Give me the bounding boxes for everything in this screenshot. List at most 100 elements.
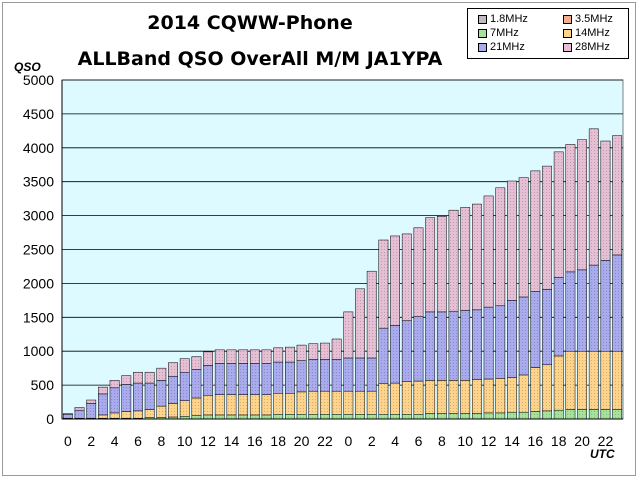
bar-segment-texture (367, 414, 377, 419)
y-tick-label: 3000 (23, 208, 54, 224)
bar-segment-texture (332, 338, 342, 360)
bar-segment-texture (355, 391, 365, 415)
bar-segment-texture (565, 409, 576, 419)
bar-segment-texture (507, 377, 517, 413)
bar-segment-texture (121, 375, 131, 385)
legend-swatch (478, 15, 487, 24)
bar-segment-texture (261, 414, 272, 419)
bar-segment-texture (495, 412, 505, 419)
legend-label: 1.8MHz (490, 13, 528, 25)
bar-segment-texture (191, 415, 202, 419)
bar-segment-texture (273, 393, 283, 415)
bar-segment-texture (542, 289, 552, 365)
bar-segment-texture (542, 410, 552, 419)
bar-segment-texture (437, 216, 447, 312)
legend-swatch (478, 43, 487, 52)
bar-segment-texture (156, 406, 166, 418)
bar-segment-texture (296, 414, 307, 419)
bar-segment-texture (168, 362, 178, 377)
bar-segment-texture (226, 414, 237, 419)
bar-segment-texture (589, 409, 599, 419)
chart-legend: 1.8MHz 3.5MHz 7MHz 14MHz 21MHz 28MHz (467, 8, 629, 59)
bar-segment-texture (191, 397, 202, 416)
x-tick-label: 10 (177, 433, 193, 449)
bar-segment-texture (519, 374, 529, 413)
x-tick-label: 6 (134, 433, 142, 449)
bar-segment-texture (285, 414, 295, 419)
legend-swatch (563, 43, 572, 52)
bar-segment-texture (483, 378, 494, 413)
bar-segment-texture (180, 358, 190, 373)
bar-segment-texture (63, 413, 73, 415)
bar-segment-texture (320, 343, 330, 360)
bar-segment-texture (168, 416, 178, 419)
bar-segment-texture (472, 413, 482, 419)
bar-segment-texture (203, 395, 213, 415)
x-tick-label: 22 (598, 433, 614, 449)
bar-segment-texture (460, 380, 470, 414)
bar-segment-texture (261, 394, 272, 415)
x-tick-label: 18 (270, 433, 286, 449)
bar-segment-texture (565, 271, 576, 352)
bar-segment-texture (133, 383, 143, 411)
y-tick-label: 5000 (23, 72, 54, 88)
bar-segment-texture (378, 328, 389, 384)
x-tick-label: 0 (64, 433, 72, 449)
bar-segment-texture (296, 391, 307, 415)
bar-segment-texture (273, 347, 283, 363)
bar-segment-texture (145, 409, 155, 418)
bar-segment-texture (472, 309, 482, 380)
chart-title-line2: ALLBand QSO OverAll M/M JA1YPA (77, 48, 443, 70)
bar-segment-texture (308, 391, 318, 415)
bar-segment-texture (145, 383, 155, 410)
bar-segment-texture (332, 359, 342, 392)
bar-segment-texture (530, 411, 540, 419)
bar-segment-texture (437, 380, 447, 414)
bar-segment-texture (98, 393, 108, 415)
bar-segment-texture (413, 414, 424, 419)
bar-segment-texture (495, 305, 505, 379)
bar-segment-texture (191, 369, 202, 398)
bar-segment-texture (577, 351, 587, 410)
bar-segment-texture (156, 368, 166, 381)
bar-segment-texture (367, 357, 377, 392)
legend-label: 14MHz (575, 27, 610, 39)
bar-segment-texture (600, 260, 611, 352)
bar-segment-texture (460, 207, 470, 311)
bar-segment-texture (121, 411, 131, 419)
bar-segment-texture (98, 414, 108, 419)
bar-segment-texture (390, 383, 400, 415)
bar-segment-texture (215, 414, 225, 419)
x-tick-label: 2 (368, 433, 376, 449)
y-tick-label: 0 (46, 411, 54, 427)
y-tick-label: 500 (31, 377, 55, 393)
x-tick-label: 6 (415, 433, 423, 449)
x-tick-label: 20 (574, 433, 590, 449)
bar-segment-texture (565, 144, 576, 272)
bar-segment-texture (413, 227, 424, 317)
bar-segment-texture (530, 291, 540, 368)
bar-segment-texture (226, 394, 237, 415)
legend-label: 3.5MHz (575, 13, 613, 25)
bar-segment-texture (180, 400, 190, 417)
bar-segment-texture (425, 217, 435, 312)
bar-segment-texture (589, 265, 599, 352)
bar-segment-texture (425, 380, 435, 414)
bar-segment-texture (203, 365, 213, 396)
bar-segment-texture (519, 296, 529, 375)
bar-segment-texture (320, 414, 330, 419)
bar-segment-texture (296, 360, 307, 392)
bar-segment-texture (554, 277, 564, 356)
bar-segment-texture (296, 345, 307, 361)
bar-segment-texture (413, 381, 424, 415)
bar-segment-texture (168, 376, 178, 404)
bar-segment-texture (109, 380, 120, 388)
bar-segment-texture (483, 307, 494, 379)
x-tick-label: 8 (157, 433, 165, 449)
bar-segment-texture (530, 170, 540, 292)
bar-segment-texture (226, 363, 237, 395)
bar-segment-texture (273, 414, 283, 419)
x-tick-label: 20 (294, 433, 310, 449)
x-tick-label: 16 (528, 433, 544, 449)
bar-segment-texture (74, 410, 85, 419)
